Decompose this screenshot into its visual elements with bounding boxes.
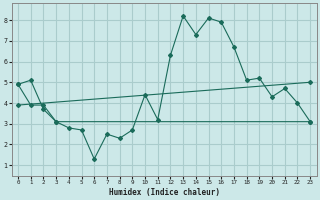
X-axis label: Humidex (Indice chaleur): Humidex (Indice chaleur) [108,188,220,197]
